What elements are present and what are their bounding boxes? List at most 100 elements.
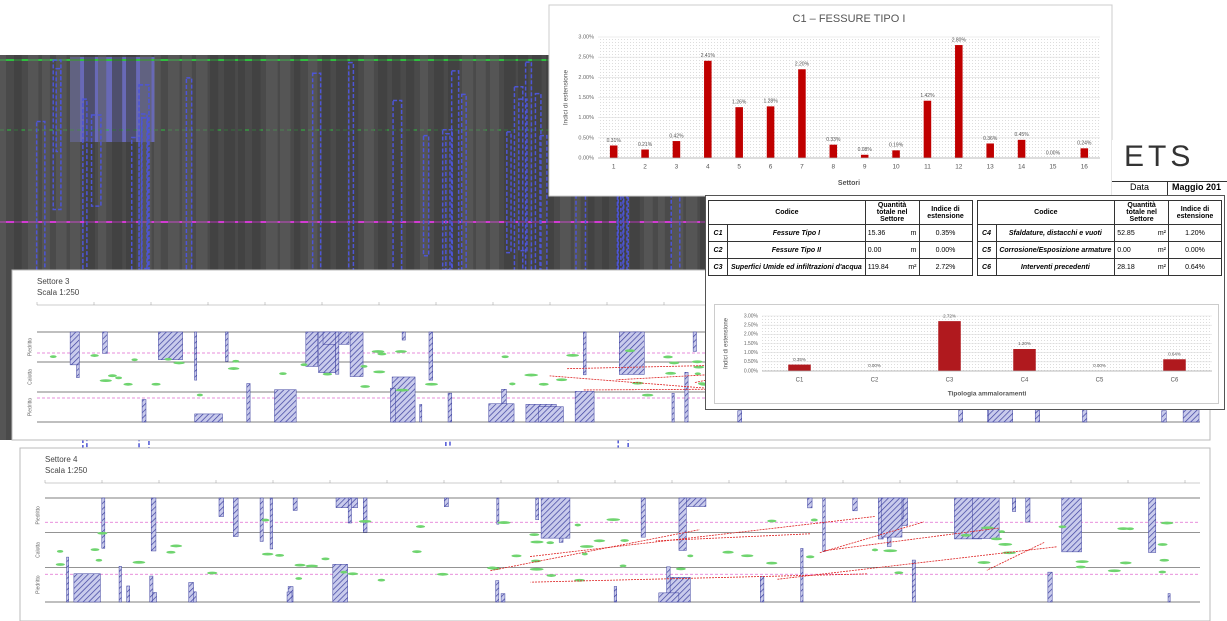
wet-mark — [279, 372, 287, 375]
wet-mark — [509, 383, 515, 386]
header-cell: Indice di estensione — [919, 201, 972, 225]
wet-mark — [593, 539, 605, 542]
unit: m² — [901, 259, 919, 276]
code: C5 — [977, 242, 996, 259]
value-label: 0.42% — [669, 133, 684, 139]
quantity: 119.84 — [865, 259, 901, 276]
damage-area — [287, 592, 292, 602]
wet-mark — [606, 518, 620, 521]
damage-area — [402, 332, 405, 340]
wet-mark — [437, 573, 449, 576]
x-tick-label: C5 — [1096, 378, 1104, 384]
wet-mark — [412, 550, 422, 553]
table-row: C3Superfici Umide ed infiltrazioni d'acq… — [709, 259, 1222, 276]
damage-area — [536, 498, 539, 520]
band-label: Piedritto — [27, 398, 33, 417]
bar — [986, 143, 994, 158]
wet-mark — [96, 559, 103, 562]
header-cell: Quantità totale nel Settore — [1115, 201, 1169, 225]
wet-mark — [894, 571, 903, 574]
wet-mark — [767, 520, 776, 523]
value-label: 1.28% — [763, 99, 778, 105]
wet-mark — [300, 363, 307, 366]
damage-area — [270, 498, 272, 549]
wet-mark — [580, 545, 594, 548]
x-tick-label: C4 — [1021, 378, 1029, 384]
wet-mark — [131, 358, 137, 361]
damage-area — [153, 593, 157, 602]
wet-mark — [539, 383, 549, 386]
wet-mark — [275, 554, 284, 557]
bar — [892, 150, 900, 158]
quantity: 0.00 — [865, 242, 901, 259]
y-tick-label: 1.50% — [578, 95, 594, 101]
value-label: 0.36% — [983, 136, 998, 142]
damage-area — [641, 498, 645, 537]
wet-mark — [663, 356, 673, 359]
damage-area — [497, 498, 499, 524]
value-label: 0.00% — [1093, 363, 1106, 368]
x-tick-label: 12 — [955, 164, 963, 171]
wet-mark — [50, 355, 57, 358]
damage-area — [619, 332, 644, 374]
band-label: Calotta — [27, 369, 33, 385]
damage-area — [189, 582, 194, 602]
date: Maggio 201 — [1167, 182, 1227, 195]
damage-area — [1149, 498, 1156, 552]
wet-mark — [294, 564, 305, 567]
wet-mark — [669, 362, 679, 365]
damage-area — [1026, 498, 1030, 522]
damage-area — [420, 404, 422, 422]
wet-mark — [806, 555, 815, 558]
wet-mark — [90, 354, 98, 357]
x-tick-label: 9 — [863, 164, 867, 171]
code: C3 — [709, 259, 728, 276]
bar — [955, 45, 963, 158]
value-label: 0.33% — [826, 137, 841, 143]
bar — [1018, 140, 1026, 158]
wet-mark — [566, 354, 579, 357]
wet-mark — [321, 557, 329, 560]
x-tick-label: 13 — [987, 164, 995, 171]
header-cell: Quantità totale nel Settore — [865, 201, 919, 225]
wet-mark — [741, 554, 753, 557]
wet-mark — [115, 376, 122, 379]
index: 0.35% — [919, 225, 972, 242]
wet-mark — [1076, 560, 1089, 563]
wet-mark — [1059, 525, 1067, 528]
y-tick-label: 1.00% — [744, 350, 759, 356]
unit: m — [901, 242, 919, 259]
sector-scale: Scala 1:250 — [45, 466, 88, 475]
x-tick-label: 14 — [1018, 164, 1026, 171]
y-axis-label: Indici di estensione — [724, 317, 730, 369]
value-label: 0.21% — [638, 142, 653, 148]
damage-area — [151, 498, 156, 551]
damage-area — [501, 594, 505, 602]
x-tick-label: 8 — [832, 164, 836, 171]
photo-texture — [0, 55, 6, 440]
bar — [1081, 148, 1089, 158]
y-tick-label: 2.00% — [578, 75, 594, 81]
damage-area — [333, 564, 348, 602]
wet-mark — [262, 553, 274, 556]
damage-area — [363, 498, 367, 532]
damage-area — [392, 377, 415, 422]
unit: m² — [1149, 259, 1169, 276]
wet-mark — [665, 372, 676, 375]
summary-table: CodiceQuantità totale nel SettoreIndice … — [708, 200, 1222, 276]
quantity: 52.85 — [1115, 225, 1149, 242]
bar — [673, 141, 681, 158]
index: 0.00% — [919, 242, 972, 259]
damage-area — [881, 498, 902, 537]
wet-mark — [123, 383, 132, 386]
wet-mark — [998, 530, 1004, 533]
code: C1 — [709, 225, 728, 242]
header-cell: Codice — [977, 201, 1115, 225]
damage-area — [158, 332, 182, 360]
y-tick-label: 2.50% — [744, 322, 759, 328]
wet-mark — [170, 545, 182, 548]
damage-area — [103, 332, 108, 353]
wet-mark — [97, 532, 107, 535]
wet-mark — [530, 541, 543, 544]
x-axis-label: Settori — [838, 180, 860, 187]
